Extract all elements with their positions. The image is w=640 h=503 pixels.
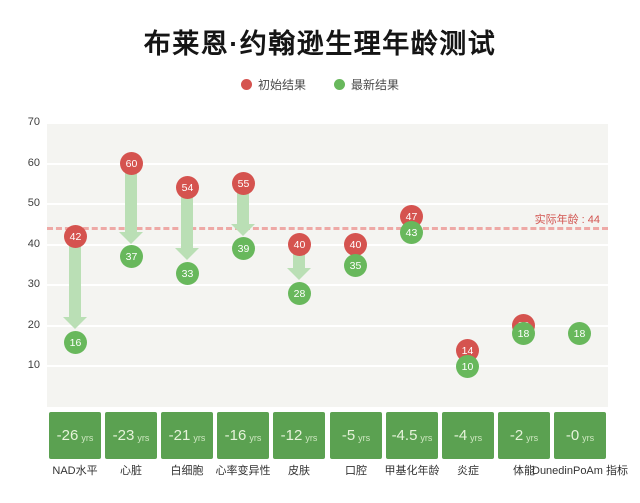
delta-value: -16 (224, 427, 247, 444)
initial-dot: 40 (344, 233, 367, 256)
improvement-arrow-head-icon (287, 268, 312, 281)
y-tick-label: 50 (27, 197, 40, 210)
improvement-arrow-head-icon (119, 231, 144, 244)
latest-dot: 18 (512, 322, 535, 345)
delta-unit: yrs (305, 433, 318, 443)
delta-value: -2 (509, 427, 524, 444)
delta-box: -21 yrs (161, 412, 213, 459)
y-tick-label: 40 (27, 237, 40, 250)
actual-age-line (47, 227, 608, 231)
delta-value: -12 (280, 427, 303, 444)
y-tick-label: 20 (27, 318, 40, 331)
delta-unit: yrs (420, 433, 433, 443)
delta-value: -23 (112, 427, 135, 444)
latest-dot: 43 (400, 221, 423, 244)
legend-latest-label: 最新结果 (351, 78, 400, 92)
latest-dot: 39 (232, 237, 255, 260)
delta-unit: yrs (470, 433, 483, 443)
page-title: 布莱恩·约翰逊生理年龄测试 (143, 29, 497, 59)
category-label: 甲基化年龄 (384, 465, 440, 477)
latest-dot: 35 (344, 254, 367, 277)
improvement-arrow-shaft (69, 236, 82, 319)
improvement-arrow-head-icon (175, 248, 200, 261)
improvement-arrow-head-icon (231, 223, 256, 236)
initial-dot: 54 (176, 176, 199, 199)
initial-dot: 60 (120, 152, 143, 175)
initial-dot: 42 (64, 225, 87, 248)
delta-box: -12 yrs (273, 412, 325, 459)
legend-initial-label: 初始结果 (257, 78, 306, 92)
gridline (47, 284, 608, 287)
delta-value: -4 (453, 427, 468, 444)
gridline (47, 324, 608, 327)
y-tick-label: 10 (27, 359, 40, 372)
latest-dot: 18 (568, 322, 591, 345)
category-label: 白细胞 (170, 465, 204, 477)
chart-area: 70 60 50 40 30 20 10 实际年龄 : 44 42 16 -26 yrs NAD水平 60… (0, 22, 640, 503)
improvement-arrow-head-icon (63, 317, 88, 330)
legend-item-initial: 初始结果 (240, 76, 306, 93)
latest-dot: 10 (456, 355, 479, 378)
delta-unit: yrs (358, 433, 371, 443)
category-label: 心率变异性 (215, 465, 271, 477)
category-label: DunedinPoAm 指标 (532, 465, 628, 477)
delta-value: -4.5 (391, 427, 418, 444)
delta-box: -4.5 yrs (386, 412, 438, 459)
delta-box: -2 yrs (498, 412, 550, 459)
latest-dot: 16 (64, 331, 87, 354)
delta-box: -0 yrs (554, 412, 606, 459)
gridline (47, 243, 608, 246)
latest-dot: 33 (176, 262, 199, 285)
gridline (47, 203, 608, 206)
gridline (47, 162, 608, 165)
category-label: 炎症 (457, 465, 479, 477)
delta-box: -4 yrs (442, 412, 494, 459)
delta-unit: yrs (249, 433, 262, 443)
gridline (47, 365, 608, 368)
delta-unit: yrs (582, 433, 595, 443)
improvement-arrow-shaft (181, 187, 194, 250)
delta-box: -5 yrs (330, 412, 382, 459)
delta-box: -16 yrs (217, 412, 269, 459)
gridline (47, 122, 608, 124)
delta-box: -23 yrs (105, 412, 157, 459)
category-label: 体能 (513, 465, 535, 477)
delta-unit: yrs (137, 433, 150, 443)
delta-unit: yrs (193, 433, 206, 443)
actual-age-label: 实际年龄 : 44 (534, 214, 600, 227)
y-tick-label: 60 (27, 156, 40, 169)
legend-item-latest: 最新结果 (334, 76, 399, 93)
initial-legend-dot-icon (240, 79, 252, 90)
delta-unit: yrs (526, 433, 539, 443)
latest-legend-dot-icon (334, 79, 345, 90)
latest-dot: 28 (288, 282, 311, 305)
category-label: NAD水平 (52, 465, 98, 477)
category-label: 心脏 (120, 465, 142, 477)
category-label: 皮肤 (288, 465, 310, 477)
delta-unit: yrs (81, 433, 94, 443)
delta-value: -26 (56, 427, 79, 444)
delta-box: -26 yrs (49, 412, 101, 459)
delta-value: -21 (168, 427, 191, 444)
y-tick-label: 30 (27, 278, 40, 291)
y-tick-label: 70 (27, 116, 40, 128)
latest-dot: 37 (120, 245, 143, 268)
initial-dot: 55 (232, 172, 255, 195)
initial-dot: 40 (288, 233, 311, 256)
category-label: 口腔 (345, 465, 367, 477)
delta-value: -5 (341, 427, 356, 444)
delta-value: -0 (565, 427, 580, 444)
improvement-arrow-shaft (125, 163, 138, 233)
legend: 初始结果 最新结果 (0, 76, 640, 93)
